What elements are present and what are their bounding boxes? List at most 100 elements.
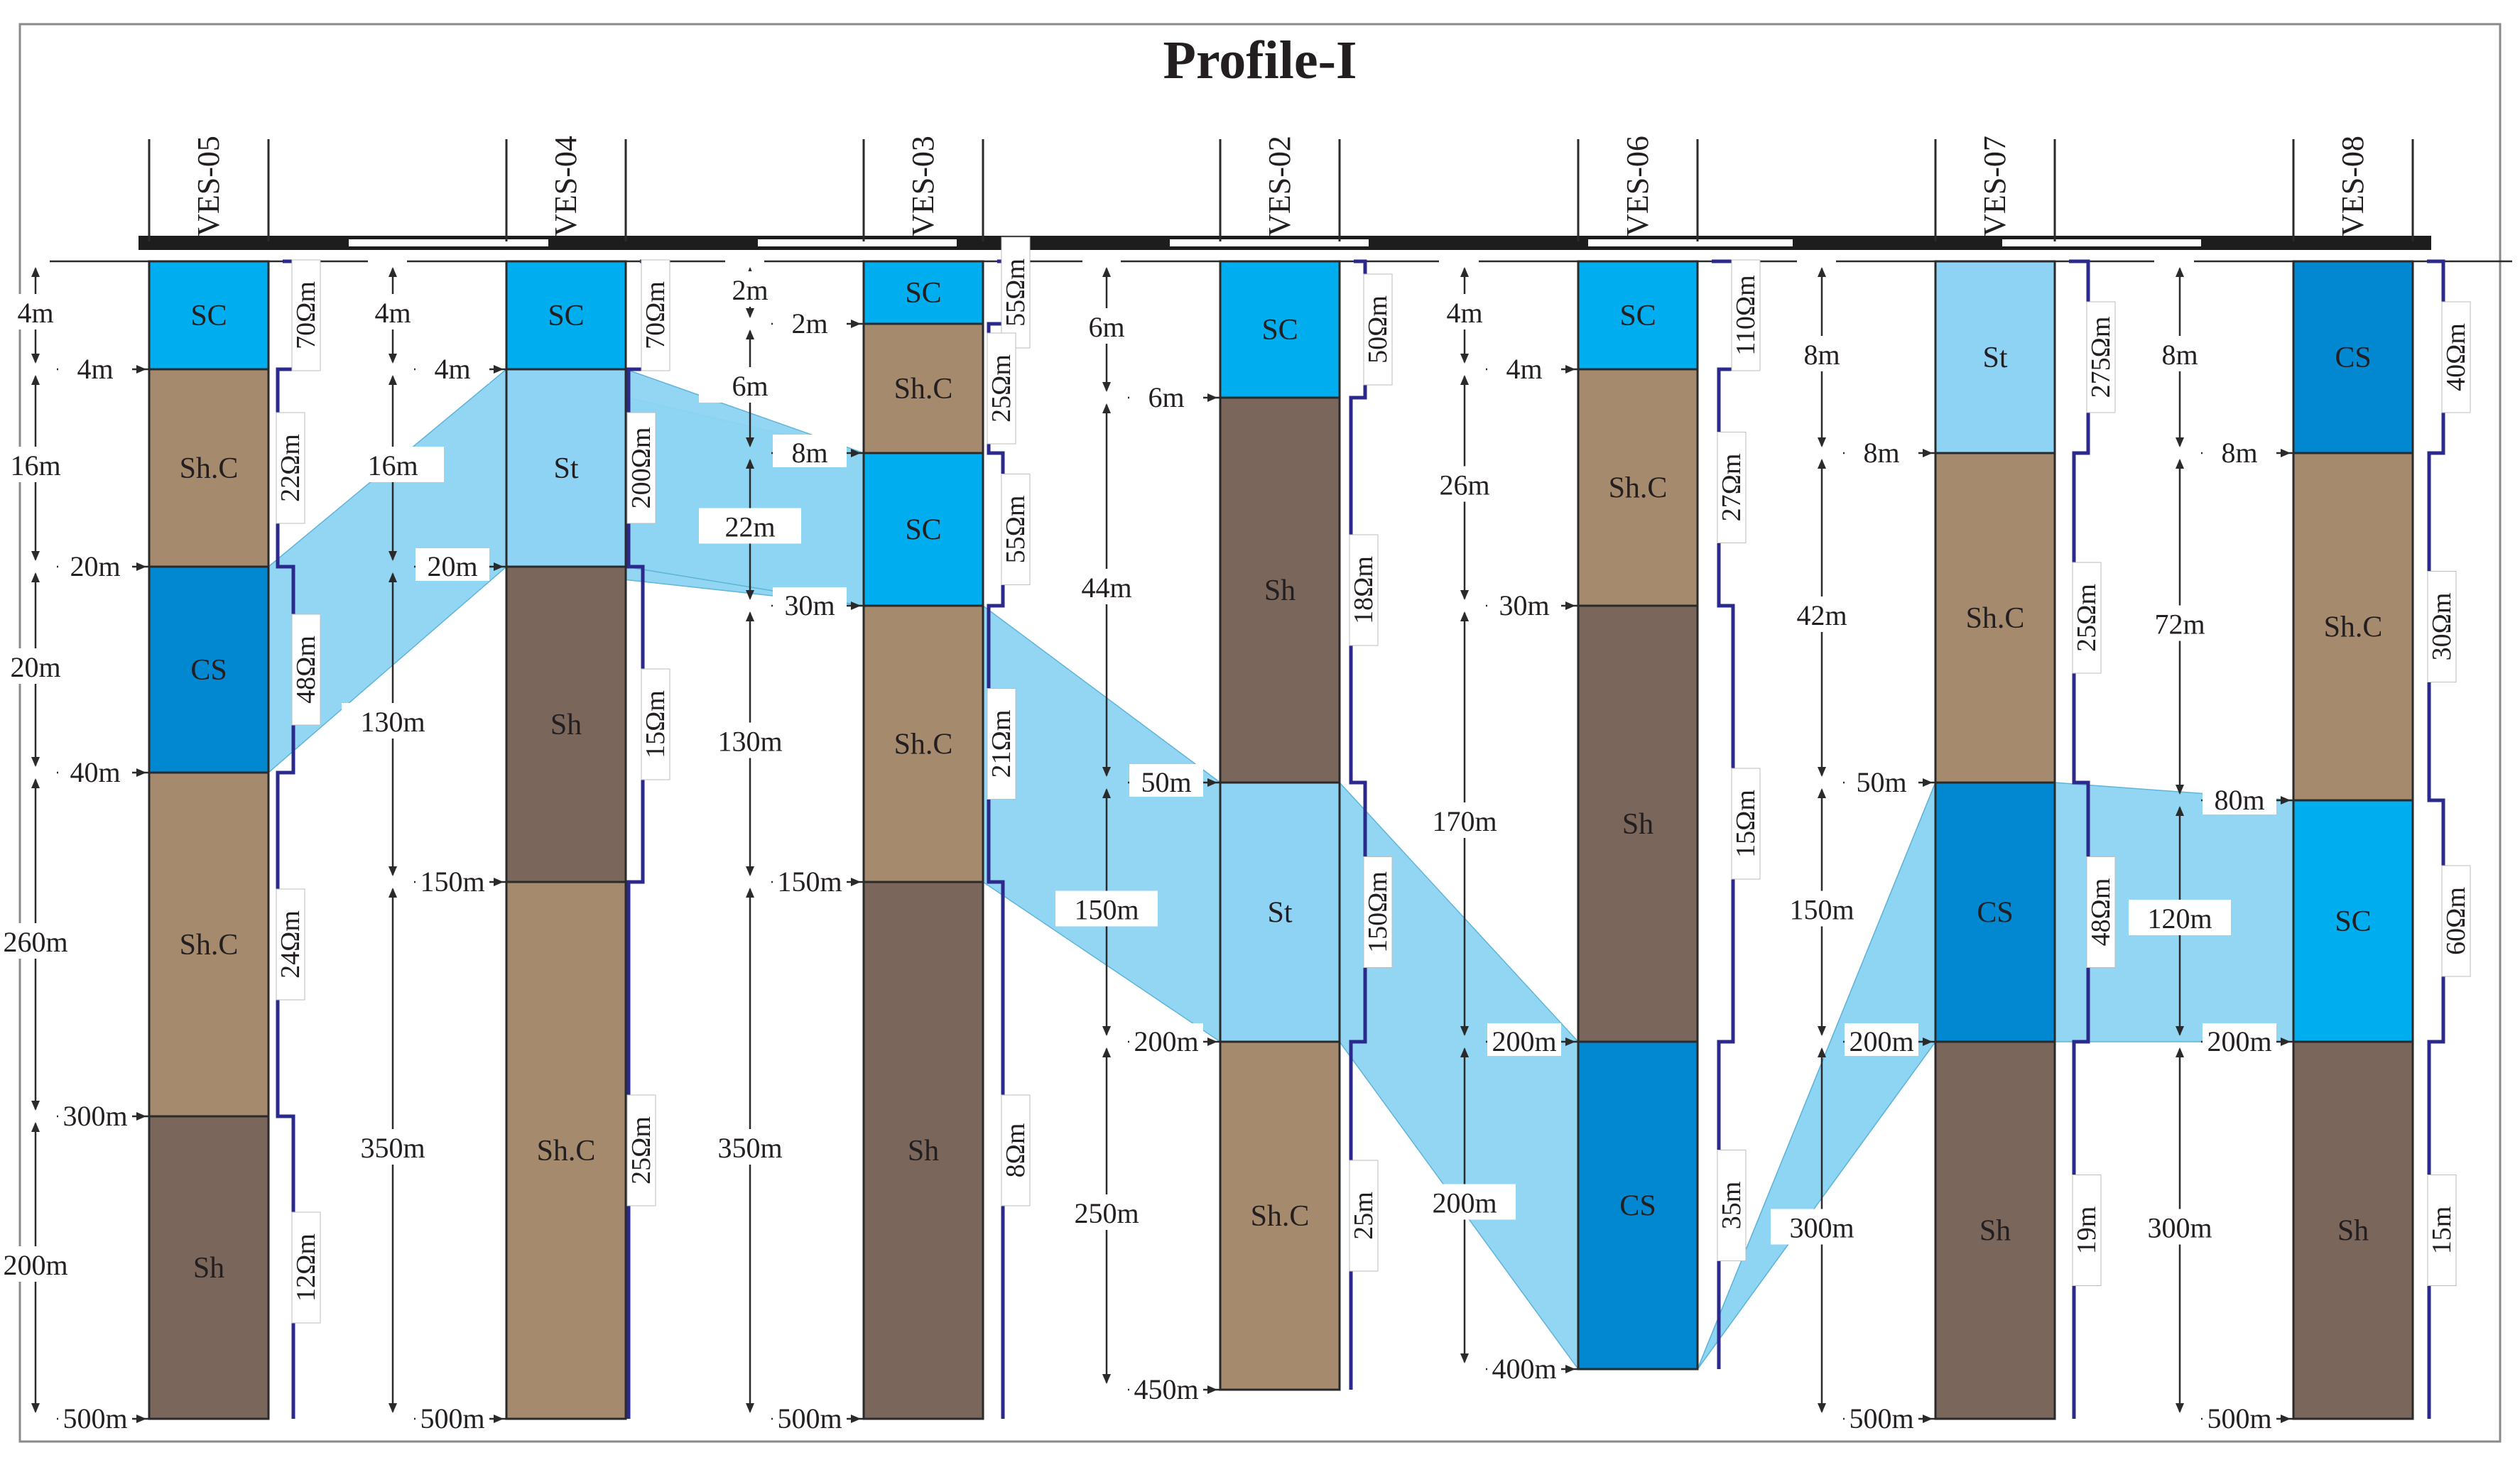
resistivity-label: 200Ωm xyxy=(626,427,656,509)
depth-label-bg xyxy=(58,1400,132,1433)
depth-label-bg xyxy=(416,351,489,383)
resistivity-label-bg xyxy=(1363,273,1393,386)
depth-tick-head xyxy=(1207,1385,1217,1394)
depth-label: 200m xyxy=(1492,1025,1556,1057)
resistivity-label: 150Ωm xyxy=(1363,871,1393,953)
depth-label: 200m xyxy=(1849,1025,1913,1057)
thickness-label-bg xyxy=(0,294,87,329)
depth-label: 20m xyxy=(70,550,120,582)
depth-label-bg xyxy=(416,548,489,581)
depth-tick-head xyxy=(851,601,861,610)
depth-label-bg xyxy=(1487,1023,1561,1056)
arrow-head-down xyxy=(746,1403,754,1413)
resistivity-label: 25Ωm xyxy=(987,354,1016,423)
arrow-head-up xyxy=(1460,611,1469,621)
depth-tick-head xyxy=(494,878,504,886)
sounding-ves-04: VES-04 SC 4m St 16m Sh 130m Sh.C 350m 4m 20m 150m 50… xyxy=(342,136,725,1434)
resistivity-label: 15Ωm xyxy=(641,690,670,758)
thickness-label: 6m xyxy=(732,370,768,402)
layer-code-label: St xyxy=(1982,342,2007,374)
layer-block xyxy=(862,604,984,883)
resistivity-label: 40Ωm xyxy=(2441,323,2471,391)
thickness-label-bg xyxy=(699,271,801,307)
depth-tick-head xyxy=(851,1415,861,1423)
thickness-label-bg xyxy=(0,447,87,482)
arrow-head-down xyxy=(1102,1026,1111,1036)
arrow-head-down xyxy=(389,354,397,364)
thickness-label-bg xyxy=(2129,1209,2231,1245)
depth-label: 200m xyxy=(1134,1025,1198,1057)
layer-code-label: Sh.C xyxy=(537,1135,596,1167)
depth-label-bg xyxy=(2203,1023,2276,1056)
thickness-label-bg xyxy=(342,447,444,482)
layer-block xyxy=(1934,1040,2056,1420)
depth-label-bg xyxy=(58,754,132,787)
depth-tick-head xyxy=(494,365,504,374)
depth-label: 500m xyxy=(420,1402,484,1434)
resistivity-label-bg xyxy=(2427,571,2457,682)
depth-label: 30m xyxy=(784,589,835,621)
layer-block xyxy=(862,881,984,1420)
depth-label: 2m xyxy=(791,307,827,339)
thickness-label-bg xyxy=(342,1129,444,1165)
thickness-label-bg xyxy=(699,1129,801,1165)
layer-block xyxy=(148,368,270,568)
arrow-head-down xyxy=(31,354,40,364)
profile-bar-segment xyxy=(756,238,958,248)
arrow-head-down xyxy=(2176,1403,2184,1413)
thickness-label: 120m xyxy=(2147,903,2212,935)
resistivity-label: 25Ωm xyxy=(2072,584,2102,652)
thickness-label-bg xyxy=(1413,802,1516,838)
layer-code-label: Sh.C xyxy=(894,729,953,761)
thickness-label-bg xyxy=(1771,890,1873,927)
resistivity-label: 15m xyxy=(2427,1206,2457,1255)
resistivity-label-bg xyxy=(987,332,1016,445)
depth-tick-head xyxy=(2281,449,2291,457)
arrow-head-down xyxy=(31,757,40,767)
depth-label: 8m xyxy=(791,437,827,469)
depth-label: 20m xyxy=(427,550,477,582)
depth-tick-head xyxy=(136,1415,146,1423)
layer-code-label: Sh xyxy=(1264,574,1296,607)
arrow-head-up xyxy=(1460,375,1469,385)
arrow-head-down xyxy=(746,437,754,447)
arrow-head-up xyxy=(746,888,754,898)
layer-code-label: CS xyxy=(1619,1190,1656,1223)
layer-code-label: Sh xyxy=(193,1252,224,1285)
depth-label-bg xyxy=(773,435,847,467)
arrow-head-up xyxy=(2176,806,2184,816)
sounding-ves-08: VES-08 CS 8m Sh.C 72m SC 120m Sh 300m 8m 80m 200m 50… xyxy=(2129,136,2512,1434)
resistivity-label-bg xyxy=(1363,856,1393,968)
arrow-head-up xyxy=(746,459,754,469)
resistivity-label: 60Ωm xyxy=(2441,887,2471,955)
layer-block xyxy=(505,368,627,568)
station-name: VES-08 xyxy=(2335,136,2370,236)
resistivity-label-bg xyxy=(2427,1175,2457,1286)
resistivity-label: 18Ωm xyxy=(1349,556,1379,624)
depth-label: 6m xyxy=(1148,381,1184,413)
layer-block xyxy=(2292,260,2414,454)
arrow-head-up xyxy=(389,267,397,277)
arrow-head-up xyxy=(31,1122,40,1132)
resistivity-label: 55Ωm xyxy=(1001,258,1031,327)
arrow-head-up xyxy=(1102,267,1111,277)
profile-bar-segment xyxy=(347,238,550,248)
resistivity-label: 30Ωm xyxy=(2427,593,2457,661)
arrow-head-up xyxy=(1818,1047,1826,1057)
outer-frame xyxy=(18,23,2502,1443)
arrow-head-down xyxy=(1818,1026,1826,1036)
arrow-head-down xyxy=(389,1403,397,1413)
resistivity-label: 110Ωm xyxy=(1731,275,1761,355)
depth-label-bg xyxy=(1487,587,1561,620)
resistivity-label-bg xyxy=(1717,432,1747,543)
resistivity-label-bg xyxy=(1717,1150,1747,1261)
station-name: VES-07 xyxy=(1977,136,2012,236)
layer-block xyxy=(1934,781,2056,1043)
arrow-head-up xyxy=(2176,267,2184,277)
depth-label: 500m xyxy=(63,1402,127,1434)
thickness-label: 2m xyxy=(732,274,768,306)
depth-tick-head xyxy=(1565,601,1575,610)
arrow-head-up xyxy=(1818,788,1826,798)
thickness-label-bg xyxy=(1771,596,1873,632)
depth-label: 200m xyxy=(2207,1025,2271,1057)
